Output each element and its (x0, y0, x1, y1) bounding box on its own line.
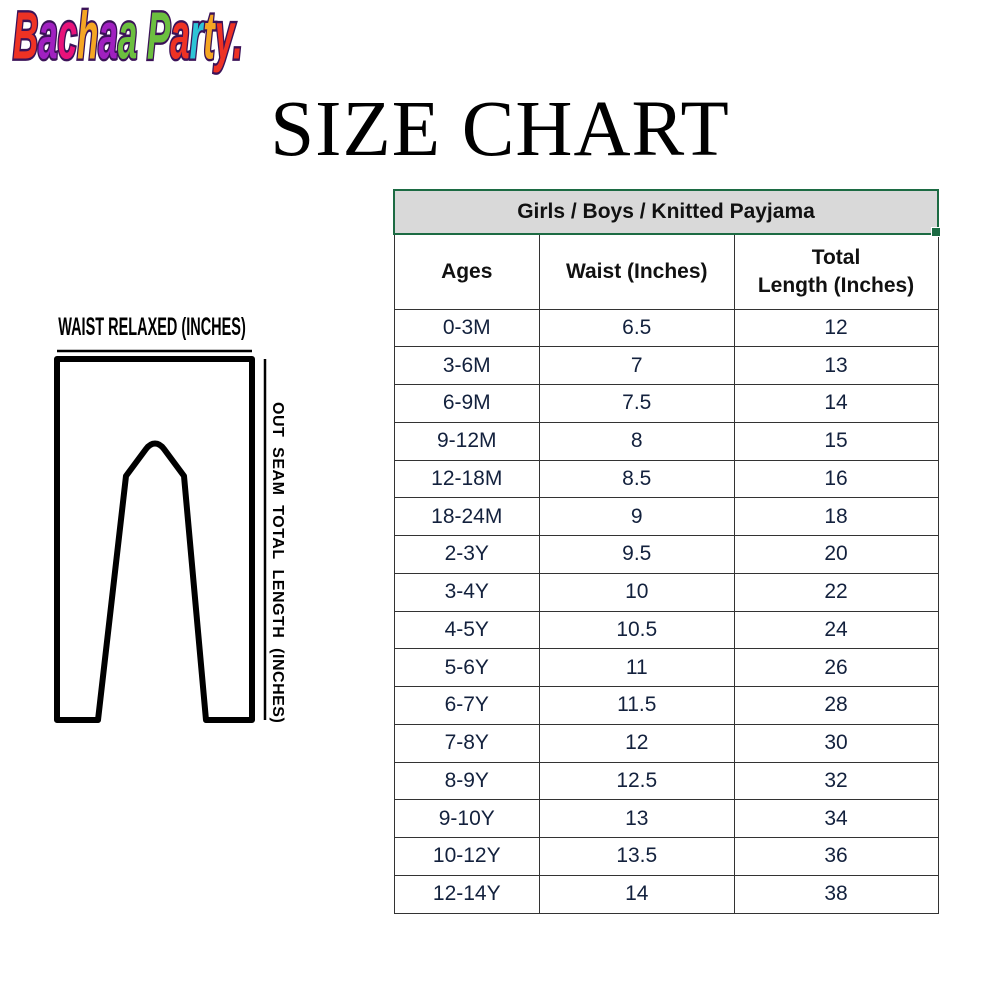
svg-text:WAIST RELAXED (INCHES): WAIST RELAXED (INCHES) (58, 314, 246, 341)
